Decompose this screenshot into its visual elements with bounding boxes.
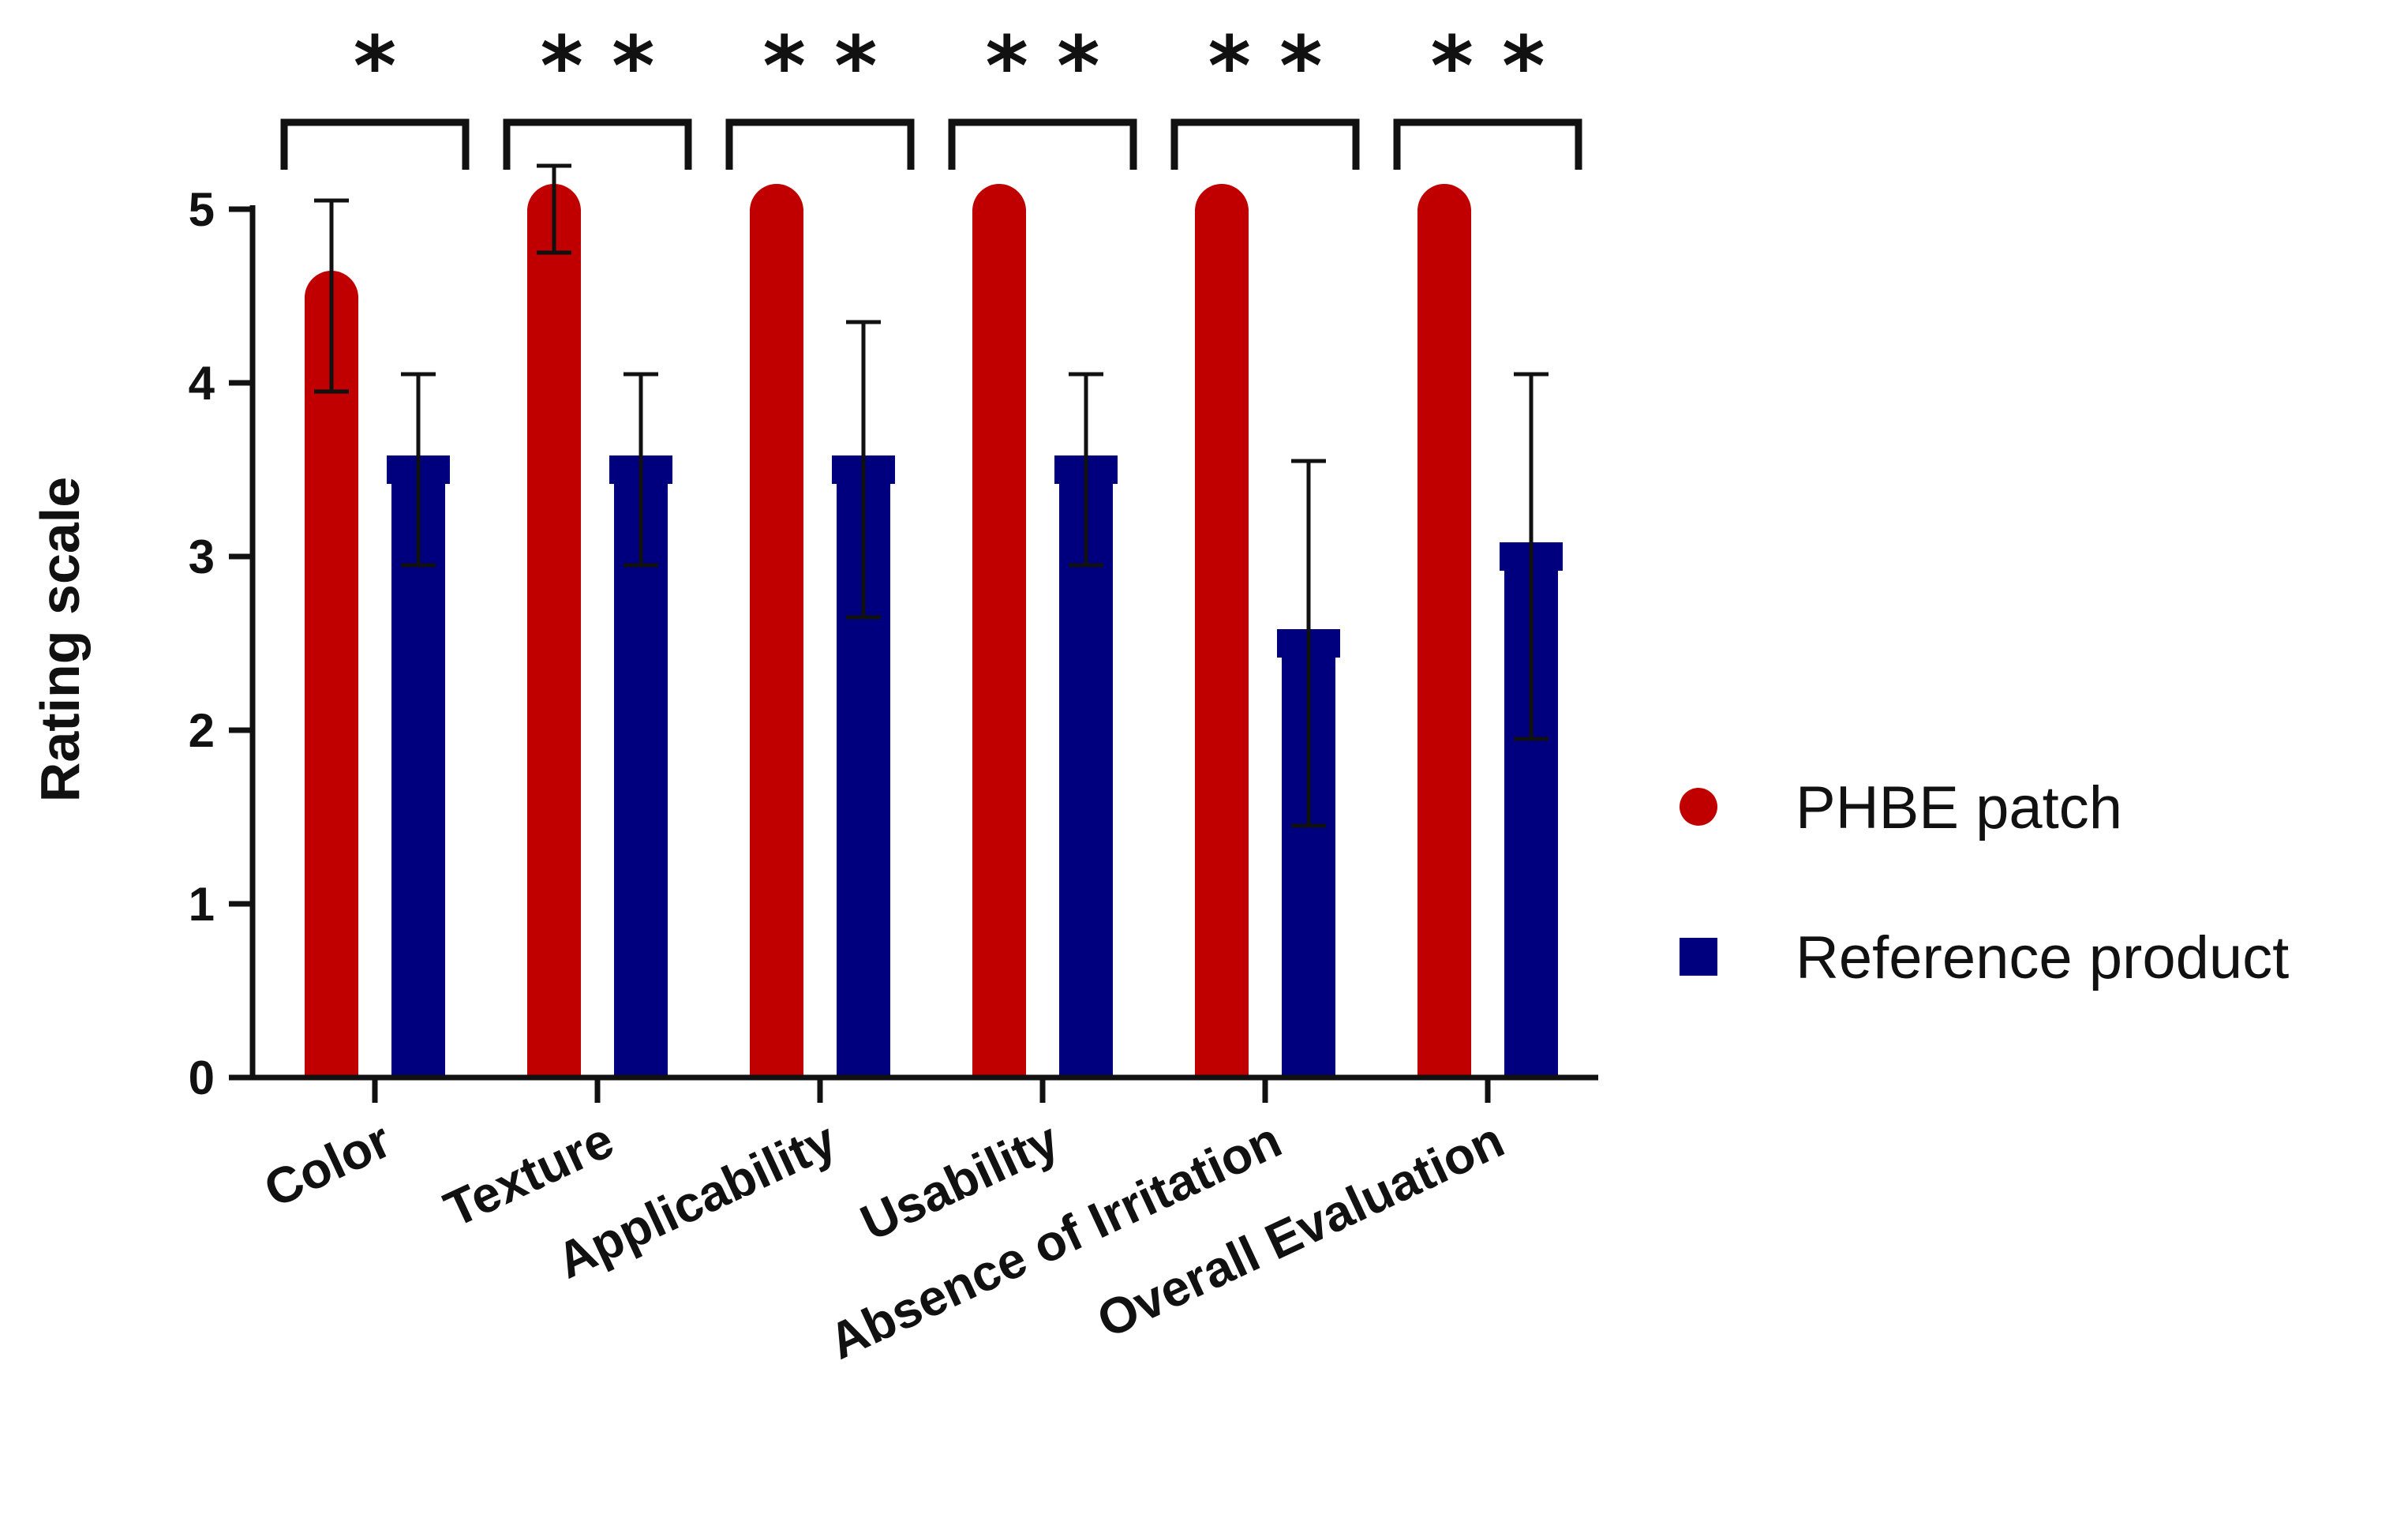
y-tick-label-4: 4 — [189, 357, 215, 410]
significance-bracket-5 — [1393, 118, 1582, 170]
bar-phbe-2 — [750, 209, 803, 1078]
bar-cap-phbe-5 — [1417, 184, 1471, 238]
significance-bracket-3 — [948, 118, 1137, 170]
legend-label-reference: Reference product — [1796, 924, 2289, 991]
bar-reference-3 — [1059, 470, 1113, 1078]
significance-bracket-4 — [1170, 118, 1360, 170]
significance-marker-3: * * — [986, 18, 1100, 114]
legend: PHBE patch Reference product — [1680, 774, 2289, 991]
y-tick-label-5: 5 — [189, 183, 215, 236]
y-tick-label-1: 1 — [189, 878, 215, 931]
y-tick-label-3: 3 — [189, 530, 215, 583]
significance-layer: * * * * * * * * * * * — [280, 18, 1582, 170]
x-tick-label-overall-evaluation: Overall Evaluation — [1088, 1111, 1512, 1348]
bar-cap-phbe-4 — [1195, 184, 1249, 238]
significance-marker-2: * * — [763, 18, 878, 114]
bar-phbe-0 — [305, 296, 358, 1078]
significance-bracket-1 — [503, 118, 692, 170]
significance-bracket-2 — [725, 118, 915, 170]
y-axis-label: Rating scale — [29, 477, 91, 802]
bar-cap-phbe-2 — [750, 184, 803, 238]
bar-phbe-4 — [1195, 209, 1249, 1078]
y-tick-label-2: 2 — [189, 704, 215, 757]
significance-marker-4: * * — [1208, 18, 1323, 114]
y-tick-label-0: 0 — [189, 1051, 215, 1104]
x-tick-label-color: Color — [256, 1111, 399, 1218]
significance-marker-0: * — [354, 18, 396, 114]
axes-layer — [229, 205, 1598, 1103]
bars-layer — [305, 163, 1563, 1078]
bar-phbe-1 — [527, 209, 581, 1078]
significance-marker-5: * * — [1431, 18, 1545, 114]
legend-label-phbe: PHBE patch — [1796, 774, 2122, 841]
bar-phbe-3 — [972, 209, 1026, 1078]
bar-cap-phbe-3 — [972, 184, 1026, 238]
bar-reference-0 — [391, 470, 445, 1078]
legend-marker-phbe — [1680, 788, 1717, 826]
bar-reference-1 — [614, 470, 668, 1078]
significance-bracket-0 — [280, 118, 470, 170]
bar-phbe-5 — [1417, 209, 1471, 1078]
significance-marker-1: * * — [541, 18, 655, 114]
legend-marker-reference — [1680, 938, 1717, 976]
